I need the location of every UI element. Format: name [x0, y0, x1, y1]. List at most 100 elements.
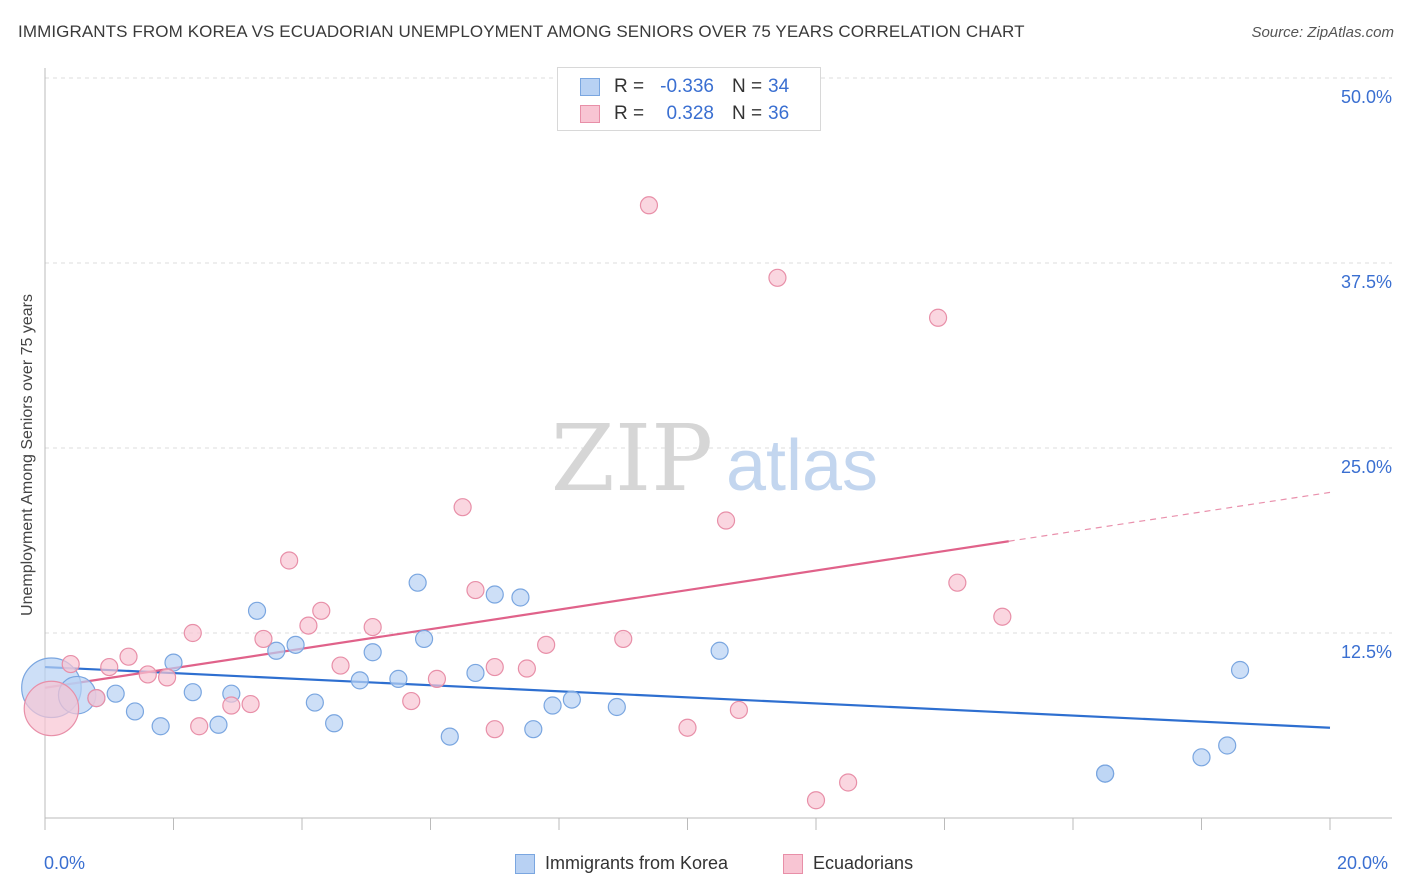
korea-point-16	[363, 643, 382, 662]
korea-point-27	[607, 697, 626, 717]
ecuador-point-11	[254, 629, 273, 649]
trend-line-0	[44, 665, 1331, 729]
x-tick-label-max: 20.0%	[1337, 853, 1389, 873]
r-value: -0.336	[660, 76, 714, 97]
trend-lines	[44, 491, 1331, 729]
korea-point-28	[710, 641, 729, 660]
ecuador-point-31	[806, 791, 826, 810]
axes	[44, 68, 1392, 830]
legend-label-korea: Immigrants from Korea	[545, 853, 729, 873]
ecuador-point-22	[485, 657, 504, 677]
y-tick-label-2: 37.5%	[1341, 272, 1392, 292]
stats-legend: R = -0.336 N = 34 R = 0.328 N = 36	[557, 67, 821, 131]
r-label: R =	[614, 103, 645, 124]
series-legend: Immigrants from Korea Ecuadorians	[0, 853, 1406, 877]
ecuador-point-35	[993, 607, 1012, 626]
korea-point-13	[305, 693, 324, 712]
ecuador-point-13	[299, 616, 318, 635]
korea-point-19	[414, 629, 434, 649]
ecuador-point-17	[402, 691, 421, 711]
ecuador-point-32	[839, 773, 858, 792]
korea-point-4	[125, 702, 145, 721]
ecuador-point-34	[948, 573, 967, 592]
korea-point-22	[485, 585, 504, 604]
korea-point-17	[389, 669, 408, 688]
blue-swatch	[580, 78, 600, 96]
ecuador-point-27	[678, 718, 697, 737]
korea-point-15	[350, 671, 369, 690]
ecuador-point-12	[280, 551, 299, 570]
korea-point-12	[286, 635, 305, 654]
stats-row-korea: R = -0.336 N = 34	[580, 75, 789, 99]
n-value: 36	[768, 103, 790, 124]
legend-item-korea[interactable]: Immigrants from Korea	[515, 853, 728, 874]
legend-swatch-pink	[783, 853, 803, 874]
ecuador-point-10	[241, 694, 260, 714]
korea-point-18	[408, 573, 427, 592]
korea-point-20	[440, 727, 459, 746]
trend-line-1	[44, 540, 1009, 689]
r-label: R =	[614, 76, 645, 97]
n-value: 34	[768, 76, 790, 97]
korea-point-24	[524, 720, 543, 739]
ecuador-point-16	[363, 617, 382, 637]
n-label: N =	[732, 76, 763, 97]
korea-point-5	[151, 717, 170, 736]
ecuador-point-29	[729, 700, 749, 720]
korea-point-10	[247, 601, 267, 620]
y-tick-label-0: 12.5%	[1341, 642, 1392, 662]
y-tick-label-1: 25.0%	[1341, 457, 1392, 477]
x-tick-label-min: 0.0%	[44, 853, 86, 873]
ecuador-point-20	[466, 580, 485, 600]
ecuador-point-23	[517, 659, 536, 678]
korea-point-31	[1192, 748, 1211, 767]
y-tick-label-3: 50.0%	[1341, 87, 1392, 107]
ecuador-point-26	[639, 196, 659, 215]
ecuador-point-24	[537, 635, 556, 654]
ecuador-point-6	[157, 668, 177, 687]
ecuador-point-9	[222, 696, 241, 715]
n-label: N =	[732, 103, 763, 124]
points	[21, 196, 1250, 810]
ecuador-point-25	[614, 629, 633, 649]
korea-point-7	[183, 683, 202, 702]
korea-point-26	[562, 690, 581, 709]
trend-line-extension-1	[1008, 491, 1331, 542]
ecuador-point-0	[23, 680, 80, 737]
korea-point-30	[1096, 764, 1115, 783]
korea-point-8	[209, 715, 228, 734]
ecuador-point-5	[138, 665, 157, 684]
source-label: Source: ZipAtlas.com	[1251, 24, 1394, 41]
legend-label-ecuadorians: Ecuadorians	[813, 853, 914, 873]
watermark: ZIP atlas	[551, 405, 878, 512]
ecuador-point-1	[61, 654, 80, 674]
korea-point-21	[466, 663, 485, 683]
pink-swatch	[580, 105, 600, 123]
stats-row-ecuadorians: R = 0.328 N = 36	[580, 102, 789, 126]
legend-swatch-blue	[515, 853, 535, 874]
ecuador-point-15	[331, 656, 350, 675]
korea-point-32	[1218, 736, 1237, 755]
y-tick-labels: 12.5% 25.0% 37.5% 50.0%	[1341, 87, 1392, 662]
gridlines	[45, 77, 1392, 634]
r-value: 0.328	[666, 103, 714, 124]
ecuador-point-33	[928, 308, 948, 327]
ecuador-point-14	[312, 601, 331, 620]
ecuador-point-2	[87, 689, 106, 708]
korea-point-14	[325, 714, 344, 733]
ecuador-point-19	[453, 498, 472, 517]
legend-item-ecuadorians[interactable]: Ecuadorians	[783, 853, 913, 874]
korea-point-3	[106, 684, 125, 703]
ecuador-point-21	[485, 720, 504, 739]
korea-point-11	[267, 641, 286, 660]
ecuador-point-3	[100, 657, 119, 677]
ecuador-point-30	[768, 268, 787, 287]
watermark-zip: ZIP	[551, 405, 713, 512]
ecuador-point-8	[190, 717, 209, 736]
korea-point-25	[543, 696, 562, 715]
ecuador-point-28	[716, 511, 736, 530]
korea-point-33	[1230, 660, 1250, 680]
ecuador-point-7	[183, 623, 202, 643]
ecuador-point-18	[427, 669, 447, 688]
